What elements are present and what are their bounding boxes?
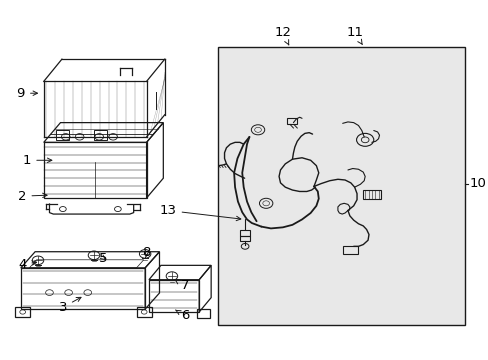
Text: 5: 5 — [99, 252, 107, 265]
Text: 4: 4 — [18, 258, 37, 271]
Bar — [21, 268, 145, 309]
Text: 3: 3 — [59, 297, 81, 314]
Bar — [43, 142, 146, 198]
Bar — [149, 280, 199, 312]
Text: 6: 6 — [175, 309, 189, 322]
Text: 7: 7 — [175, 279, 189, 292]
Bar — [286, 118, 297, 125]
Text: 2: 2 — [18, 190, 47, 203]
Text: 8: 8 — [142, 246, 150, 259]
Bar — [196, 310, 210, 319]
Text: 1: 1 — [23, 154, 52, 167]
Bar — [239, 235, 250, 241]
Bar — [15, 307, 30, 317]
Bar — [218, 47, 464, 325]
Bar — [363, 190, 381, 199]
Bar — [136, 307, 152, 317]
Text: 11: 11 — [346, 27, 363, 45]
Text: 13: 13 — [159, 204, 240, 221]
Bar — [343, 246, 358, 253]
Text: 10: 10 — [468, 177, 486, 190]
Text: 12: 12 — [274, 27, 291, 45]
Bar — [239, 230, 250, 235]
Bar — [56, 130, 69, 140]
Text: 9: 9 — [17, 87, 38, 100]
Bar — [94, 130, 107, 140]
